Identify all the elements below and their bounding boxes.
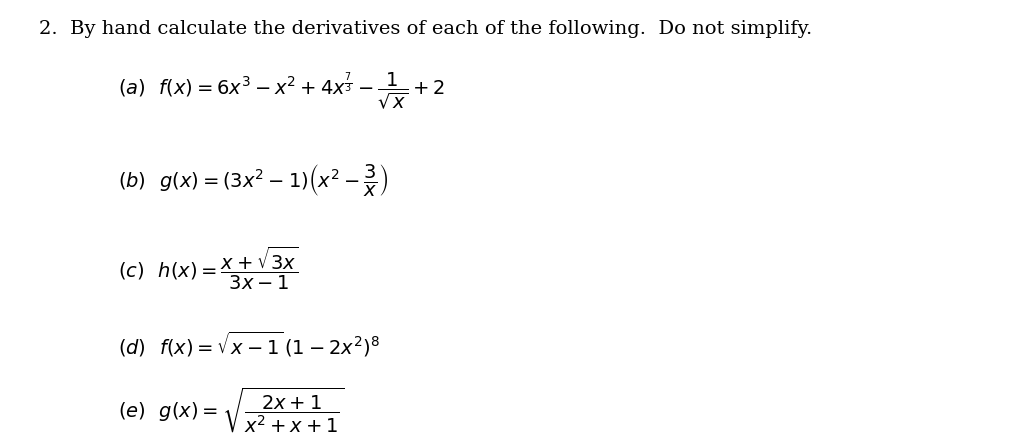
Text: $(e)\;\;\, g(x) = \sqrt{\dfrac{2x+1}{x^2+x+1}}$: $(e)\;\;\, g(x) = \sqrt{\dfrac{2x+1}{x^2…	[118, 386, 344, 436]
Text: $(b)\;\;\, g(x) = (3x^2 - 1)\left(x^2 - \dfrac{3}{x}\right)$: $(b)\;\;\, g(x) = (3x^2 - 1)\left(x^2 - …	[118, 162, 388, 198]
Text: $(a)\;\;\, f(x) = 6x^3 - x^2 + 4x^{\frac{7}{3}} - \dfrac{1}{\sqrt{x}} + 2$: $(a)\;\;\, f(x) = 6x^3 - x^2 + 4x^{\frac…	[118, 71, 444, 111]
Text: 2.  By hand calculate the derivatives of each of the following.  Do not simplify: 2. By hand calculate the derivatives of …	[39, 20, 812, 38]
Text: $(d)\;\;\, f(x) = \sqrt{x - 1}\,(1 - 2x^2)^8$: $(d)\;\;\, f(x) = \sqrt{x - 1}\,(1 - 2x^…	[118, 329, 380, 359]
Text: $(c)\;\;\, h(x) = \dfrac{x + \sqrt{3x}}{3x - 1}$: $(c)\;\;\, h(x) = \dfrac{x + \sqrt{3x}}{…	[118, 245, 298, 292]
